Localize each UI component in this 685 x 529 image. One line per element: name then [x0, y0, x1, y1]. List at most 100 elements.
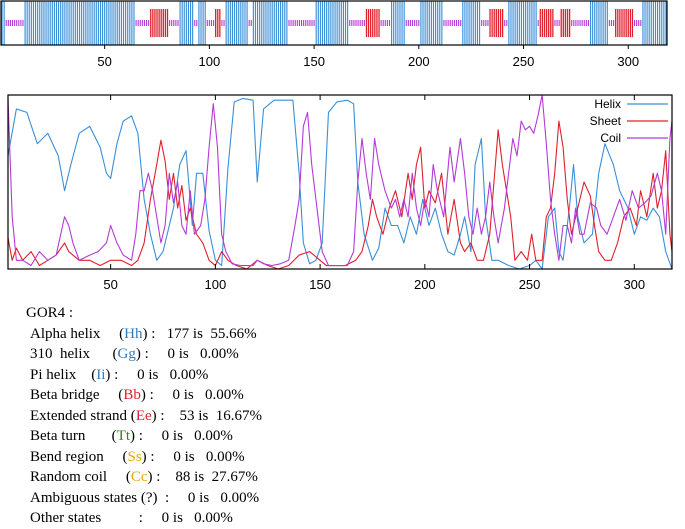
sequence-tick-label: 100 [199, 54, 221, 69]
sequence-segment-h [225, 1, 248, 45]
sequence-segment-e [365, 9, 380, 37]
stats-title: GOR4 : [26, 305, 74, 321]
series-line-sheet [7, 120, 673, 270]
stat-label: Ambiguous states (?) : 0 is 0.00% [30, 489, 260, 506]
stat-row: Bend region (Ss) : 0 is 0.00% [30, 447, 262, 468]
sequence-segment-c [135, 20, 150, 26]
sequence-segment-e [560, 9, 571, 37]
stat-label: Other states : 0 is 0.00% [30, 510, 233, 526]
sequence-segments [1, 1, 667, 45]
stat-label: 310 helix ( [30, 346, 118, 362]
stat-label: Extended strand ( [30, 407, 136, 424]
sequence-segment-h [1, 1, 5, 45]
stat-value: ) : 0 is 0.00% [105, 366, 209, 383]
stat-label: Beta bridge ( [30, 387, 124, 403]
stat-value: ) : 88 is 27.67% [147, 469, 258, 485]
probability-tick-label: 100 [205, 277, 227, 292]
sequence-segment-c [169, 20, 179, 26]
probability-x-ticks: 50 100 150 200 250 300 [103, 95, 645, 292]
sequence-segment-h [420, 1, 443, 45]
sequence-segment-c [633, 20, 642, 26]
probability-tick-label: 200 [414, 277, 436, 292]
sequence-segment-h [315, 1, 349, 45]
probability-line-chart: 50 100 150 200 250 300 Helix Sheet Coil [7, 94, 673, 292]
sequence-segment-e [215, 9, 221, 37]
series-line-helix [7, 97, 673, 270]
probability-plot-frame [7, 94, 673, 270]
sequence-segment-e [539, 9, 554, 37]
stat-value: ) : 177 is 55.66% [142, 325, 257, 342]
sequence-segment-e [489, 9, 504, 37]
sequence-segment-h [508, 1, 537, 45]
sequence-segment-h [589, 1, 608, 45]
stat-label: Pi helix ( [30, 366, 97, 383]
sequence-segment-c [194, 20, 198, 26]
sequence-x-ticks: 50 100 150 200 250 300 [97, 45, 639, 69]
stat-code: Ss [127, 448, 142, 465]
stat-row: Pi helix (Ii) : 0 is 0.00% [30, 365, 262, 386]
sequence-track-chart: 50 100 150 200 250 300 [0, 0, 668, 69]
stat-code: Tt [116, 428, 130, 444]
sequence-tick-label: 200 [408, 54, 430, 69]
sequence-segment-c [288, 20, 315, 26]
stat-value: ) : 0 is 0.00% [135, 346, 239, 362]
stat-row: 310 helix (Gg) : 0 is 0.00% [30, 344, 262, 365]
sequence-segment-c [608, 20, 615, 26]
sequence-segment-c [405, 20, 420, 26]
stat-value: ) : 0 is 0.00% [140, 387, 244, 403]
stat-row: Beta turn (Tt) : 0 is 0.00% [30, 426, 262, 447]
stat-row: Alpha helix (Hh) : 177 is 55.66% [30, 324, 262, 345]
sequence-segment-c [481, 20, 489, 26]
probability-tick-label: 150 [309, 277, 331, 292]
sequence-segment-h [179, 1, 194, 45]
stat-code: Ee [135, 407, 152, 424]
stat-value: ) : 0 is 0.00% [130, 428, 233, 444]
sequence-segment-c [571, 20, 590, 26]
legend-label-coil: Coil [600, 131, 621, 145]
sequence-segment-h [198, 1, 206, 45]
sequence-segment-c [5, 20, 24, 26]
stat-code: Bb [123, 387, 141, 403]
stat-code: Cc [130, 469, 148, 485]
sequence-track-frame [0, 0, 668, 46]
sequence-segment-c [221, 20, 225, 26]
probability-tick-label: 300 [623, 277, 645, 292]
probability-series [7, 94, 673, 270]
sequence-segment-h [252, 1, 288, 45]
sequence-tick-label: 300 [617, 54, 639, 69]
probability-tick-label: 50 [103, 277, 117, 292]
sequence-segment-c [206, 20, 215, 26]
stat-row: Extended strand (Ee) : 53 is 16.67% [30, 406, 262, 427]
sequence-segment-c [443, 20, 462, 26]
sequence-segment-h [24, 1, 135, 45]
sequence-segment-h [642, 1, 667, 45]
sequence-tick-label: 150 [303, 54, 325, 69]
sequence-segment-c [380, 20, 391, 26]
sequence-segment-c [554, 20, 560, 26]
gor4-statistics: GOR4 : Alpha helix (Hh) : 177 is 55.66% 3… [26, 303, 262, 529]
stat-row: Other states : 0 is 0.00% [30, 508, 262, 529]
stat-code: Ii [96, 366, 106, 383]
chart-legend: Helix Sheet Coil [590, 97, 668, 145]
stat-label: Alpha helix ( [30, 325, 125, 342]
stat-label: Beta turn ( [30, 428, 117, 444]
sequence-tick-label: 50 [97, 54, 111, 69]
stat-label: Bend region ( [30, 448, 128, 465]
stat-code: Hh [124, 325, 143, 342]
sequence-segment-c [504, 20, 508, 26]
sequence-segment-h [391, 1, 405, 45]
legend-label-sheet: Sheet [590, 114, 622, 128]
sequence-segment-e [150, 9, 169, 37]
stat-label: Random coil ( [30, 469, 131, 485]
sequence-segment-c [349, 20, 365, 26]
sequence-segment-e [615, 9, 634, 37]
sequence-segment-h [462, 1, 481, 45]
probability-tick-label: 250 [519, 277, 541, 292]
stat-row: Random coil (Cc) : 88 is 27.67% [30, 467, 262, 488]
legend-label-helix: Helix [594, 97, 621, 111]
series-line-coil [7, 94, 673, 267]
stat-value: ) : 53 is 16.67% [151, 407, 263, 424]
sequence-tick-label: 250 [513, 54, 535, 69]
stat-row: Beta bridge (Bb) : 0 is 0.00% [30, 385, 262, 406]
stat-row: Ambiguous states (?) : 0 is 0.00% [30, 488, 262, 509]
